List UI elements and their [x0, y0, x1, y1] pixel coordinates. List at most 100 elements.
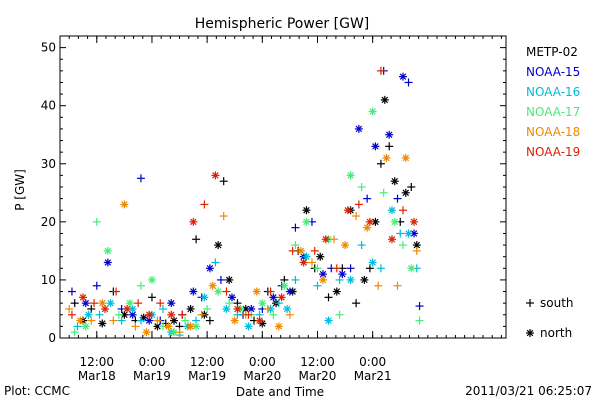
star-spoke: [303, 253, 310, 260]
data-point: [170, 328, 179, 337]
legend-entry: NOAA-17: [526, 105, 580, 119]
star-spoke: [388, 236, 396, 243]
data-point: [219, 212, 228, 221]
data-point: [352, 299, 361, 308]
data-point: [354, 124, 363, 133]
star-spoke: [385, 131, 393, 138]
data-point: [376, 264, 385, 273]
star-spoke: [361, 276, 368, 284]
star-spoke: [399, 73, 407, 80]
star-spoke: [355, 125, 363, 133]
data-point: [158, 304, 167, 313]
data-point: [310, 246, 319, 255]
x-tick-label-time: 12:00: [79, 355, 114, 369]
data-point: [244, 322, 253, 331]
data-point: [230, 316, 239, 325]
data-point: [324, 316, 333, 325]
data-point: [81, 299, 90, 308]
data-point: [363, 223, 372, 232]
data-point: [170, 316, 179, 325]
star-spoke: [405, 230, 412, 237]
data-point: [95, 310, 104, 319]
x-tick-label-date: Mar21: [354, 369, 392, 383]
data-point: [380, 95, 389, 104]
star-spoke: [325, 317, 332, 324]
star-spoke: [366, 218, 374, 226]
x-tick-label-time: 12:00: [190, 355, 225, 369]
star-spoke: [145, 317, 153, 324]
data-point: [341, 241, 350, 250]
data-point: [200, 200, 209, 209]
star-spoke: [245, 323, 252, 330]
star-spoke: [388, 206, 396, 214]
data-point: [407, 183, 416, 191]
data-point: [307, 258, 316, 267]
data-point: [181, 316, 190, 325]
data-point: [335, 275, 344, 284]
star-spoke: [121, 201, 128, 208]
star-spoke: [129, 311, 136, 319]
star-spoke: [275, 323, 283, 330]
data-point: [374, 281, 383, 290]
star-spoke: [402, 154, 410, 162]
star-spoke: [303, 206, 310, 214]
star-spoke: [413, 241, 421, 249]
star-spoke: [82, 323, 90, 330]
data-point: [296, 246, 305, 255]
data-point: [73, 322, 82, 331]
star-spoke: [228, 294, 236, 301]
data-point: [299, 258, 308, 267]
star-spoke: [242, 305, 250, 313]
star-spoke: [187, 305, 194, 313]
data-point: [87, 304, 96, 313]
star-spoke: [154, 323, 161, 330]
star-spoke: [391, 177, 398, 185]
y-tick-label: 0: [48, 331, 56, 345]
star-spoke: [129, 305, 136, 313]
data-point: [368, 107, 377, 116]
legend-entry: NOAA-15: [526, 65, 580, 79]
data-point: [120, 200, 129, 209]
data-point: [302, 217, 311, 226]
star-spoke: [281, 282, 288, 289]
x-tick-label-date: Mar19: [188, 369, 226, 383]
legend-entry: METP-02: [526, 45, 578, 59]
data-point: [92, 217, 101, 226]
data-point: [147, 275, 156, 284]
data-point: [70, 328, 79, 337]
data-point: [343, 206, 352, 215]
star-spoke: [372, 143, 379, 150]
star-spoke: [259, 320, 266, 327]
data-point: [136, 174, 145, 183]
marker-legend: south north: [526, 296, 574, 340]
data-point: [145, 316, 154, 325]
plot-area: [59, 35, 507, 339]
data-point: [288, 246, 297, 255]
data-point: [379, 188, 388, 197]
data-point: [365, 217, 374, 226]
data-point: [404, 78, 413, 87]
star-spoke: [300, 259, 307, 266]
data-point: [227, 293, 236, 302]
star-spoke: [123, 305, 131, 313]
star-spoke: [225, 276, 233, 284]
marker-legend-entry: [526, 299, 534, 307]
data-point: [407, 264, 416, 273]
data-point: [263, 304, 272, 313]
star-spoke: [79, 294, 87, 301]
star-spoke: [369, 259, 376, 266]
x-tick-label-time: 12:00: [300, 355, 335, 369]
star-spoke: [140, 314, 147, 321]
data-point: [291, 275, 300, 284]
data-point: [357, 241, 366, 250]
data-point: [167, 299, 176, 308]
star-spoke: [408, 265, 415, 272]
data-point: [200, 293, 209, 302]
star-spoke: [170, 317, 178, 324]
x-axis-label: Date and Time: [236, 385, 324, 399]
x-tick-label-date: Mar20: [299, 369, 337, 383]
star-spoke: [99, 299, 106, 307]
star-spoke: [192, 323, 200, 330]
data-point: [84, 310, 93, 319]
data-point: [67, 287, 76, 296]
